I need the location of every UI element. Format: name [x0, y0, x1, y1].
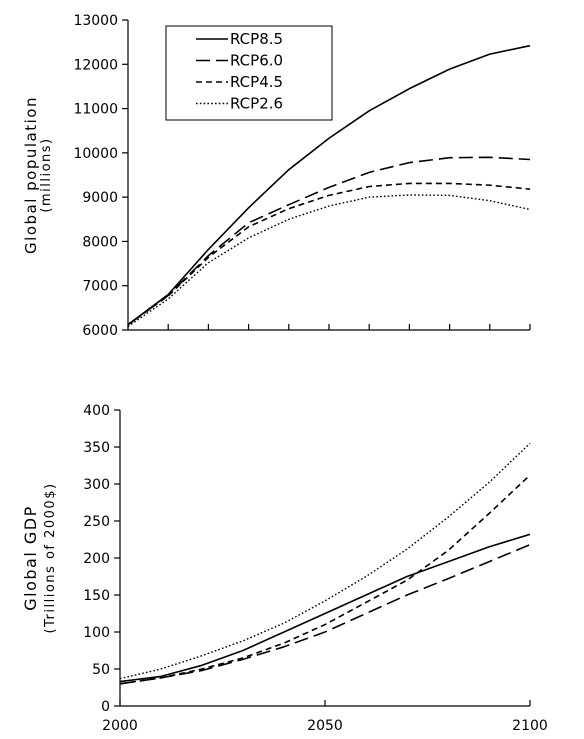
- pop-ytick-label: 12000: [73, 57, 118, 73]
- gdp-xtick-label: 2050: [307, 718, 343, 734]
- pop-series-rcp85: [127, 44, 531, 326]
- gdp-ytick-label: 0: [101, 699, 110, 715]
- gdp-xtick-label: 2100: [512, 718, 548, 734]
- gdp-series-rcp60: [119, 543, 531, 685]
- gdp-ylabel-sub: (Trillions of 2000$): [43, 482, 58, 633]
- gdp-series-rcp85: [119, 533, 531, 683]
- gdp-ytick-label: 300: [83, 477, 110, 493]
- pop-ytick-label: 13000: [73, 13, 118, 29]
- gdp-panel: 0 50 100 150 200 250 300 350 400 2000 2050 2100 Glob…: [21, 403, 548, 734]
- pop-ytick-label: 10000: [73, 146, 118, 162]
- gdp-ytick-label: 400: [83, 403, 110, 419]
- gdp-ytick-label: 50: [92, 662, 110, 678]
- legend-label: RCP6.0: [230, 52, 283, 70]
- pop-ytick-label: 9000: [82, 190, 118, 206]
- population-panel: 6000 7000 8000 9000 10000 11000 12000 13000 Glob…: [22, 13, 531, 339]
- legend-box: [165, 25, 333, 121]
- gdp-series-rcp26: [119, 442, 531, 680]
- gdp-ytick-label: 100: [83, 625, 110, 641]
- gdp-ytick-label: 200: [83, 551, 110, 567]
- gdp-series-rcp45: [119, 474, 531, 685]
- pop-ylabel: Global population: [22, 96, 40, 254]
- pop-series-rcp60: [127, 156, 531, 326]
- legend-label: RCP4.5: [230, 73, 283, 91]
- gdp-ytick-label: 150: [83, 588, 110, 604]
- gdp-ytick-label: 350: [83, 440, 110, 456]
- legend-label: RCP8.5: [230, 30, 283, 48]
- pop-ytick-label: 8000: [82, 234, 118, 250]
- legend-label: RCP2.6: [230, 95, 283, 113]
- pop-ytick-label: 6000: [82, 323, 118, 339]
- pop-ytick-label: 7000: [82, 279, 118, 295]
- pop-ylabel-sub: (millions): [39, 137, 54, 212]
- gdp-ylabel: Global GDP: [21, 505, 40, 611]
- pop-series-rcp26: [127, 194, 531, 328]
- pop-series-rcp45: [127, 182, 531, 326]
- pop-ytick-label: 11000: [73, 102, 118, 118]
- gdp-xtick-label: 2000: [102, 718, 138, 734]
- gdp-ytick-label: 250: [83, 514, 110, 530]
